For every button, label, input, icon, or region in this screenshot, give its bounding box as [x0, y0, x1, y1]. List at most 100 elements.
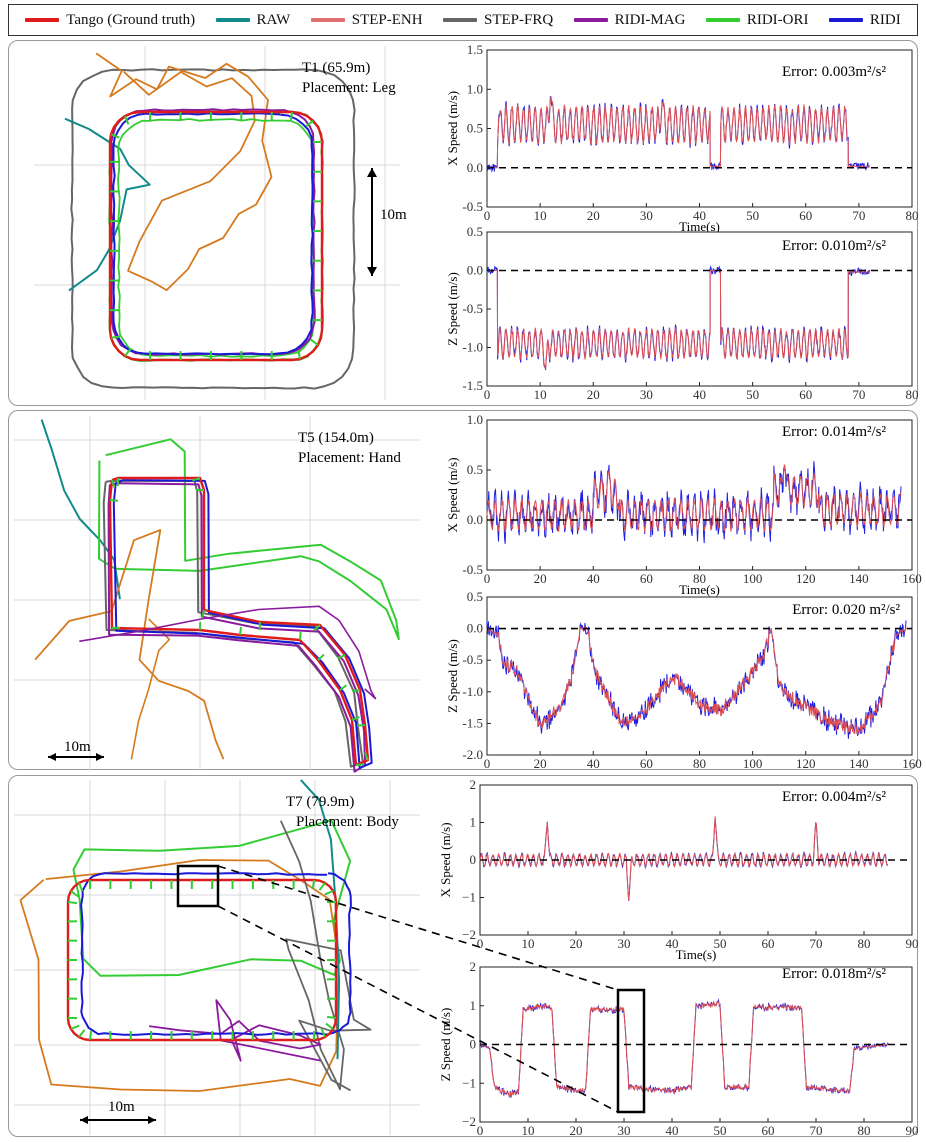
scale-arrow-head	[367, 267, 377, 276]
orientation-tick	[78, 1029, 86, 1038]
y-tick-label: -0.5	[462, 562, 483, 577]
x-tick-label: 0	[484, 387, 491, 402]
y-tick-label: −2	[462, 927, 476, 942]
orientation-tick	[324, 890, 334, 896]
x-tick-label: 120	[796, 756, 816, 771]
y-axis-label: X Speed (m/s)	[438, 822, 453, 897]
legend-swatch	[573, 18, 608, 22]
y-tick-label: 1.5	[467, 42, 483, 57]
orientation-tick	[313, 624, 321, 631]
orientation-tick	[326, 1015, 337, 1019]
x-tick-label: 40	[587, 571, 600, 586]
x-tick-label: 60	[640, 756, 653, 771]
y-tick-label: 0.0	[467, 263, 483, 278]
y-axis-label: X Speed (m/s)	[445, 457, 460, 532]
step-enh-orange-path	[34, 529, 225, 760]
orientation-tick	[325, 1022, 334, 1030]
x-tick-label: 10	[534, 208, 547, 223]
orientation-tick	[124, 115, 130, 125]
t7-z-error: Error: 0.018m²/s²	[782, 966, 886, 982]
tango-speed-line	[479, 1001, 888, 1099]
raw-path	[300, 779, 341, 1060]
trajectory-map-t7	[14, 779, 420, 1135]
t7-scale-label: 10m	[108, 1099, 135, 1115]
y-tick-label: -0.5	[462, 652, 483, 667]
x-tick-label: 120	[796, 571, 816, 586]
orientation-tick	[70, 1024, 80, 1030]
speed-chart-2: 0 20 40 60 80 100 120 140 160 -0.5 0.0 0.5 1.0 X Spee…	[445, 412, 922, 597]
legend-label: STEP-ENH	[351, 11, 423, 28]
y-tick-label: 0.5	[467, 224, 483, 239]
x-axis-label: Time(s)	[676, 947, 717, 962]
y-tick-label: 0.5	[467, 462, 483, 477]
y-tick-label: 0.5	[467, 121, 483, 136]
x-tick-label: 20	[570, 1123, 583, 1138]
orientation-tick	[317, 653, 325, 661]
x-tick-label: 60	[640, 571, 653, 586]
legend-label: RIDI	[869, 11, 901, 28]
y-tick-label: -2.0	[462, 747, 483, 762]
scale-arrow-head	[367, 168, 377, 177]
step-frq-path	[70, 68, 356, 390]
legend-swatch	[215, 18, 250, 22]
chart-frame	[486, 419, 913, 571]
x-tick-label: 50	[714, 936, 727, 951]
legend-item-4: RIDI-MAG	[573, 11, 686, 29]
t1-x-error: Error: 0.003m²/s²	[782, 64, 886, 80]
legend-label: RIDI-MAG	[614, 11, 686, 28]
orientation-tick	[320, 1028, 326, 1038]
legend-item-1: RAW	[215, 12, 290, 29]
y-axis-label: Z Speed (m/s)	[445, 639, 460, 713]
y-axis-label: Z Speed (m/s)	[438, 1008, 453, 1082]
x-tick-label: 40	[666, 1123, 679, 1138]
x-tick-label: 40	[693, 208, 706, 223]
orientation-tick	[318, 882, 326, 891]
x-tick-label: 70	[852, 387, 865, 402]
legend-label: RIDI-ORI	[746, 11, 809, 28]
x-tick-label: 80	[693, 571, 706, 586]
speed-chart-4: 0 10 20 30 40 50 60 70 80 90 −2 −1 0 1 2 X Speed (m/s) T…	[438, 777, 919, 962]
speed-chart-0: 0 10 20 30 40 50 60 70 80 -0.5 0.0 0.5 1.0 1.5 X Speed…	[445, 42, 919, 234]
x-tick-label: 0	[484, 208, 491, 223]
orientation-tick	[351, 716, 360, 721]
legend-swatch	[705, 18, 740, 22]
legend: Tango (Ground truth) RAW STEP-ENH STEP-FRQ R…	[8, 4, 918, 36]
tango-path	[108, 110, 324, 362]
zoom-connector-bottom	[217, 905, 619, 1113]
t5-placement: Placement: Hand	[298, 450, 401, 466]
chart-frame	[486, 596, 913, 756]
orientation-tick	[305, 119, 314, 128]
legend-label: STEP-FRQ	[483, 11, 554, 28]
x-tick-label: 80	[693, 756, 706, 771]
y-tick-label: −1	[462, 890, 476, 905]
x-tick-label: 60	[762, 1123, 775, 1138]
orientation-tick	[351, 689, 361, 693]
legend-swatch	[442, 18, 477, 22]
x-tick-label: 0	[484, 756, 491, 771]
legend-swatch	[25, 18, 60, 22]
speed-chart-3: 0 20 40 60 80 100 120 140 160 -2.0 -1.5 -1.0 -0.5 0.0…	[445, 589, 922, 771]
orientation-tick	[355, 763, 365, 766]
t5-z-error: Error: 0.020 m²/s²	[792, 602, 900, 618]
tango-speed-line	[487, 95, 870, 169]
x-tick-label: 30	[618, 1123, 631, 1138]
step-enh-orange-path	[95, 52, 273, 291]
scale-arrow-head	[148, 1116, 156, 1124]
t5-scale-label: 10m	[64, 739, 91, 755]
x-axis-label: Time(s)	[679, 219, 720, 234]
x-tick-label: 60	[799, 387, 812, 402]
t5-x-error: Error: 0.014m²/s²	[782, 424, 886, 440]
trajectory-map-t1	[34, 46, 400, 400]
ridi-path	[80, 872, 352, 1036]
orientation-tick	[89, 1030, 93, 1041]
zoom-target-box	[616, 988, 646, 1114]
x-axis-label: Time(s)	[679, 582, 720, 597]
orientation-tick	[70, 890, 79, 898]
x-tick-label: 30	[640, 208, 653, 223]
y-tick-label: 1	[470, 998, 477, 1013]
tango-speed-line	[487, 270, 870, 370]
y-tick-label: 2	[470, 777, 477, 792]
y-tick-label: -1.5	[462, 378, 483, 393]
orientation-tick	[297, 349, 301, 360]
x-tick-label: 50	[746, 208, 759, 223]
